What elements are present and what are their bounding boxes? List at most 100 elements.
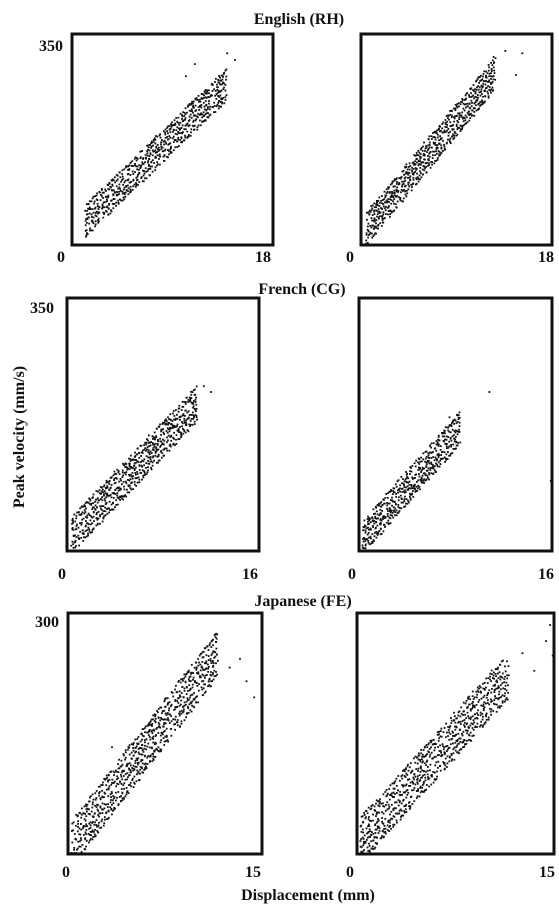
data-point [411,789,413,792]
data-point [154,735,157,737]
data-point [423,472,426,474]
data-point [116,796,118,799]
data-point [74,541,76,544]
data-point [178,123,181,126]
data-point [488,689,491,692]
data-point [456,444,459,447]
data-point [407,769,410,772]
data-point [371,831,373,833]
data-point [129,458,132,460]
data-point [189,709,192,712]
data-point [107,779,109,782]
data-point [79,845,82,848]
data-point [482,705,484,707]
data-point [151,435,154,437]
data-point [167,150,170,152]
data-point [414,488,417,491]
data-point [483,101,486,104]
data-point [395,495,397,498]
data-point [389,196,392,198]
data-point [440,144,443,147]
data-point [124,494,126,497]
data-point [412,490,414,492]
data-point [379,222,382,224]
data-point [214,89,217,92]
data-point [370,226,373,229]
data-point [167,702,170,704]
data-point [369,535,372,538]
data-point [499,663,501,666]
data-point [447,134,450,137]
data-point [458,752,461,755]
data-point [490,669,493,672]
data-point [420,172,422,174]
data-point [152,144,154,147]
data-point [408,168,411,171]
data-point [156,444,159,446]
data-point [169,148,172,151]
data-point [212,666,214,668]
data-point [140,732,143,735]
data-point [380,528,382,530]
data-point [403,805,406,808]
data-point [396,189,399,192]
data-point [458,421,461,424]
data-point [162,150,165,152]
data-point [380,533,383,535]
data-point [126,179,129,182]
data-point [384,497,387,499]
data-point [421,758,423,761]
data-point [165,418,167,421]
data-point [416,762,419,765]
data-point [390,202,393,205]
data-point [423,467,425,470]
data-point [459,741,462,743]
data-point [496,681,499,684]
data-point [496,668,499,671]
data-point [436,465,439,468]
data-point [459,441,462,444]
data-point [476,722,479,725]
data-point [152,456,154,459]
data-point [389,825,391,827]
data-point [112,782,115,784]
data-point [180,709,183,712]
data-point [428,777,431,780]
data-point [449,110,451,112]
data-point [447,451,449,453]
data-point [414,163,417,166]
data-point [96,803,98,806]
data-point [491,75,494,78]
data-point [485,714,487,716]
data-point [476,717,479,720]
data-point [139,150,142,153]
data-point [434,143,437,146]
data-point [145,738,148,741]
data-point [89,208,92,210]
data-point [409,493,412,496]
data-point [165,697,167,700]
data-point [376,210,379,213]
data-point [121,469,124,472]
data-point [70,852,73,854]
data-point [470,96,473,98]
data-point [396,200,399,203]
data-point [145,765,147,768]
data-point [365,839,368,841]
data-point [424,167,426,169]
data-point [387,210,390,212]
data-point [115,785,117,788]
data-point [153,431,156,434]
data-point [399,197,402,199]
data-point [387,803,390,806]
data-point [409,771,412,774]
data-point [419,153,422,155]
data-point [434,136,437,139]
data-point [408,162,411,165]
data-point [159,423,161,426]
data-point [174,417,177,420]
data-point [180,127,183,129]
data-point [415,177,417,180]
data-point [155,164,158,167]
data-point [74,534,76,537]
